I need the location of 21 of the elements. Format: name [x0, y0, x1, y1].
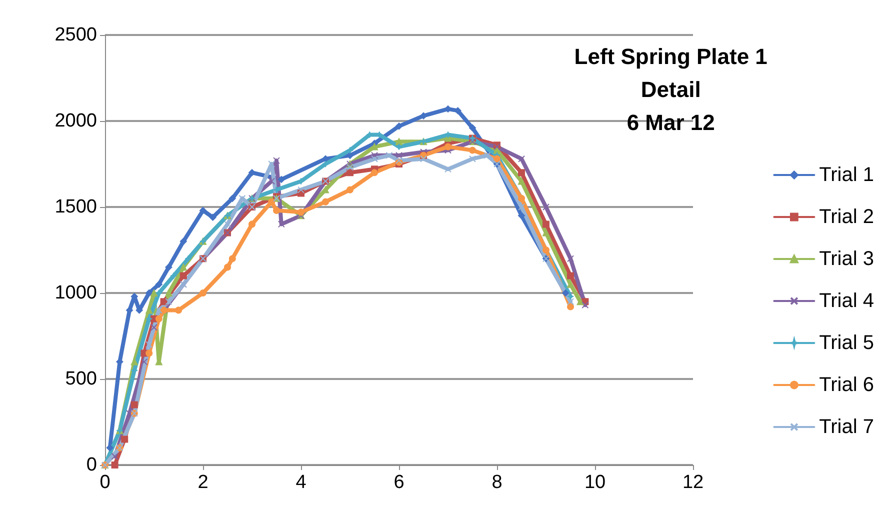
- x-tick-label: 10: [584, 472, 606, 493]
- x-tick-label: 12: [682, 472, 704, 493]
- x-tick-label: 0: [100, 472, 110, 493]
- y-tick-label: 2500: [54, 24, 97, 46]
- x-tick-label: 8: [492, 472, 502, 493]
- legend-label: Trial 2: [819, 206, 874, 228]
- y-tick-label: 0: [86, 454, 97, 476]
- y-tick-label: 500: [65, 368, 97, 390]
- legend-label: Trial 3: [819, 248, 874, 270]
- y-tick-label: 1000: [54, 282, 97, 304]
- legend-label: Trial 1: [819, 164, 874, 186]
- legend-label: Trial 4: [819, 290, 874, 312]
- text: Left Spring Plate 1 Detail 6 Mar 12: [574, 44, 768, 135]
- x-tick-label: 4: [296, 472, 307, 493]
- legend-label: Trial 7: [819, 416, 874, 438]
- y-tick-label: 1500: [54, 196, 97, 218]
- legend-label: Trial 5: [819, 332, 874, 354]
- y-tick-label: 2000: [54, 110, 97, 132]
- legend-label: Trial 6: [819, 374, 874, 396]
- x-tick-label: 2: [198, 472, 208, 493]
- x-tick-label: 6: [394, 472, 404, 493]
